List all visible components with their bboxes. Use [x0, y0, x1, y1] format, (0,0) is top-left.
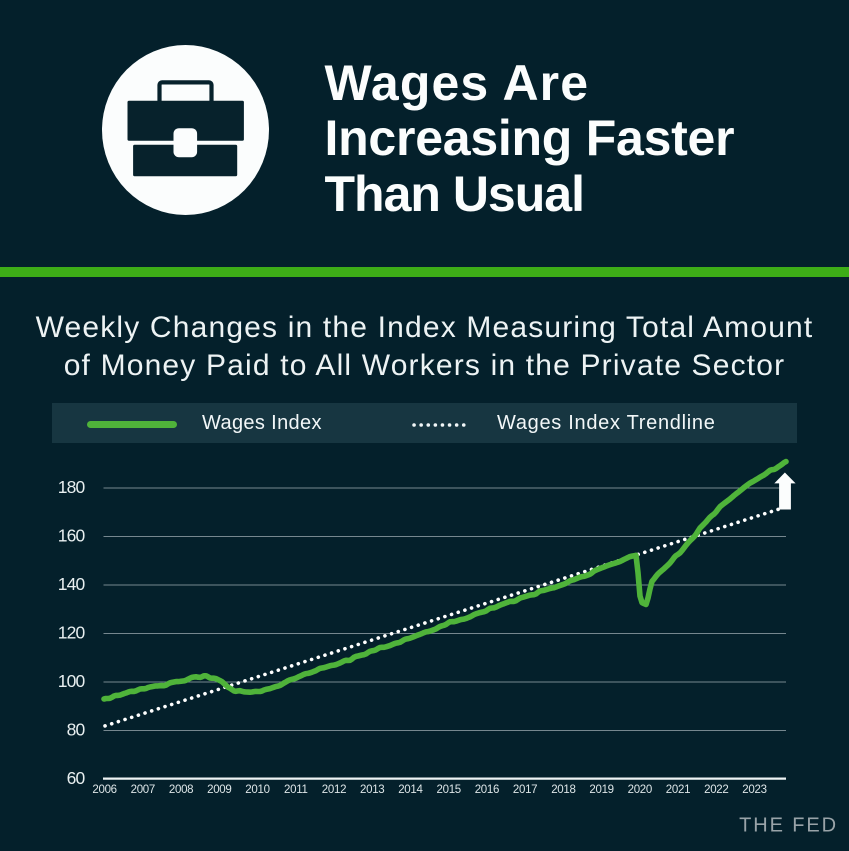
svg-text:THE FED: THE FED: [739, 815, 838, 837]
svg-text:2012: 2012: [322, 784, 346, 796]
svg-text:80: 80: [67, 719, 86, 739]
svg-text:2013: 2013: [360, 784, 384, 796]
svg-text:140: 140: [58, 574, 86, 594]
svg-text:2021: 2021: [666, 784, 690, 796]
svg-text:2010: 2010: [245, 784, 269, 796]
svg-text:2023: 2023: [742, 784, 766, 796]
svg-text:60: 60: [67, 768, 86, 788]
svg-text:180: 180: [58, 477, 86, 497]
svg-text:160: 160: [58, 525, 86, 545]
svg-text:2011: 2011: [284, 784, 308, 796]
svg-text:2018: 2018: [551, 784, 575, 796]
svg-text:2006: 2006: [92, 784, 116, 796]
svg-text:2020: 2020: [628, 784, 652, 796]
svg-text:2007: 2007: [131, 784, 155, 796]
svg-text:2017: 2017: [513, 784, 537, 796]
svg-text:2016: 2016: [475, 784, 499, 796]
svg-text:2014: 2014: [398, 784, 423, 796]
svg-text:100: 100: [58, 671, 86, 691]
svg-text:2015: 2015: [437, 784, 461, 796]
svg-text:2008: 2008: [169, 784, 193, 796]
svg-text:120: 120: [58, 622, 86, 642]
svg-text:2022: 2022: [704, 784, 728, 796]
svg-text:2019: 2019: [589, 784, 613, 796]
svg-text:2009: 2009: [207, 784, 231, 796]
